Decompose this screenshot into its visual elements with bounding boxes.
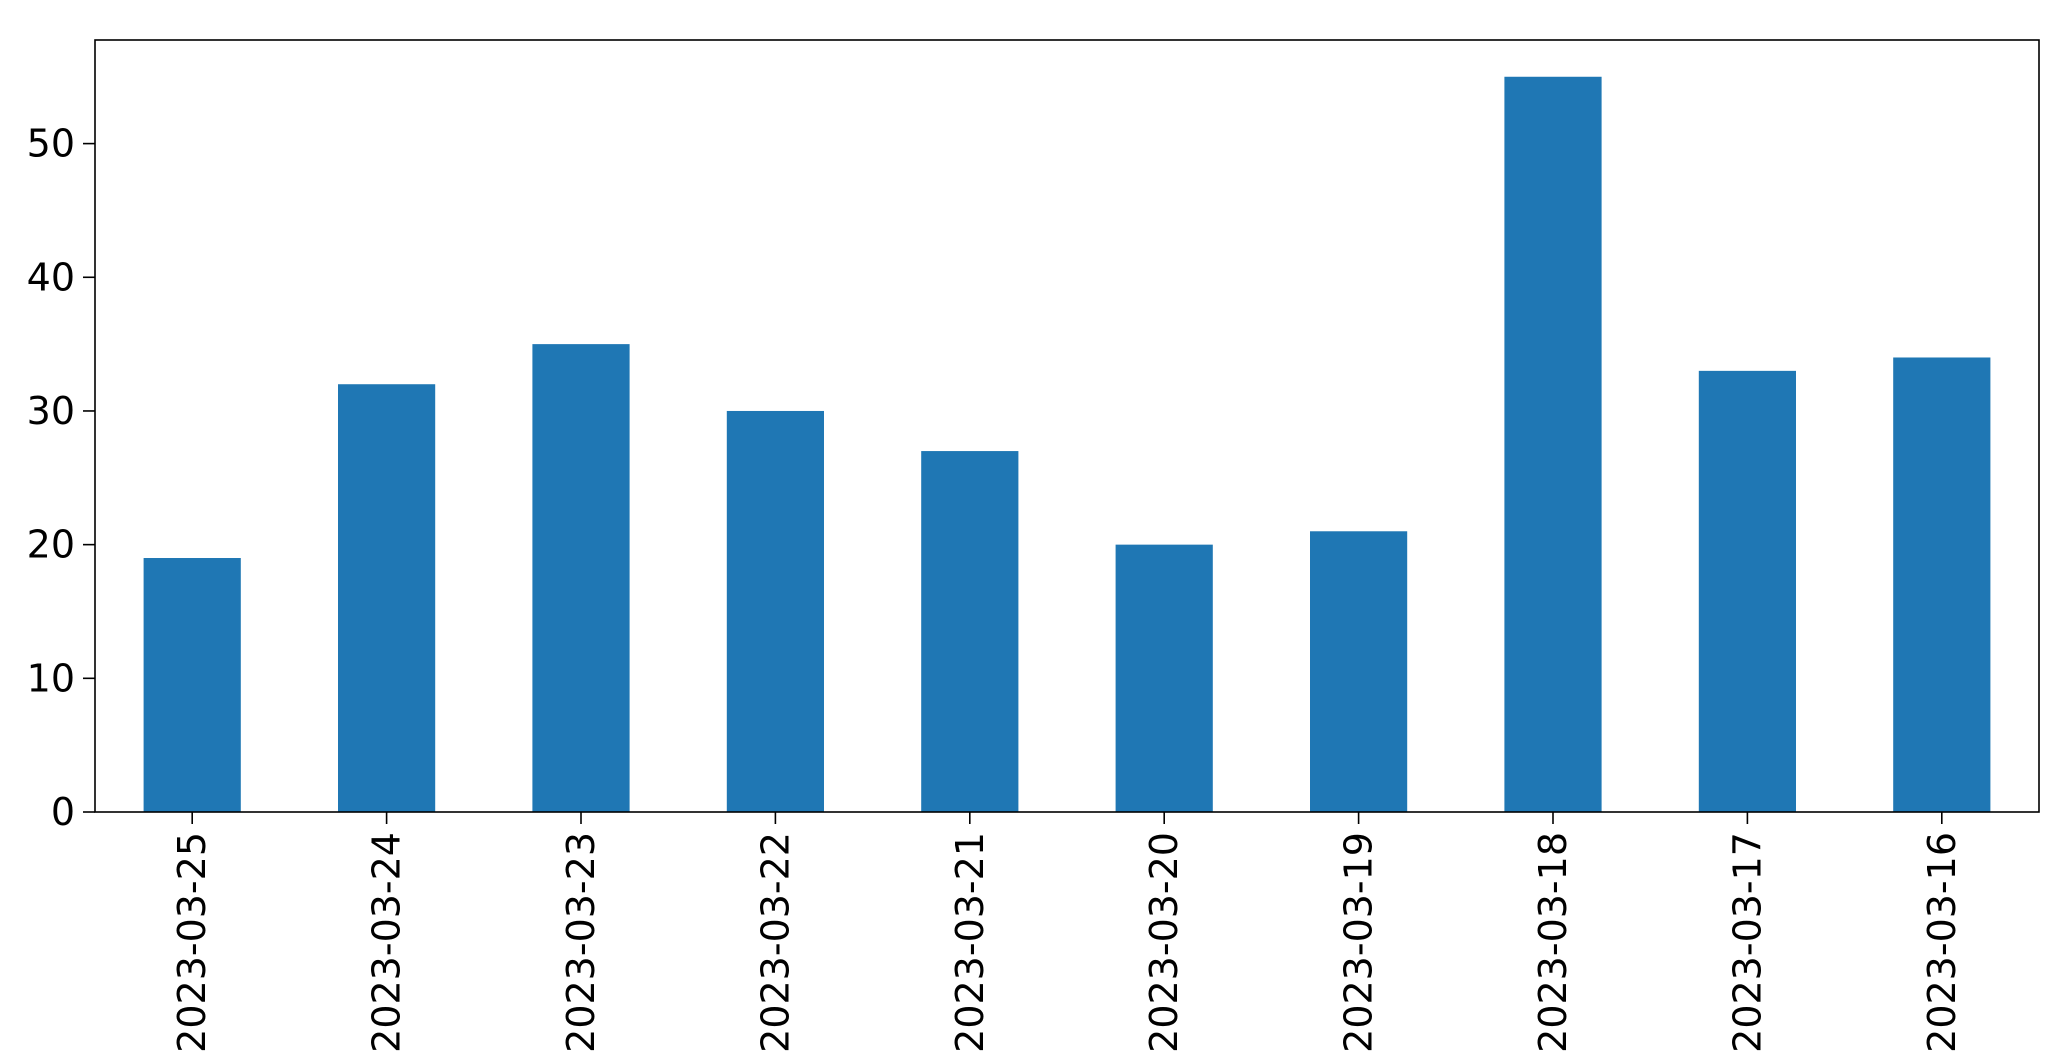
x-tick-label: 2023-03-17 bbox=[1725, 832, 1769, 1053]
x-tick-label: 2023-03-25 bbox=[170, 832, 214, 1053]
x-tick-label: 2023-03-24 bbox=[365, 832, 409, 1053]
bar-2023-03-21 bbox=[921, 451, 1019, 812]
bars bbox=[143, 76, 1991, 812]
x-tick-label: 2023-03-20 bbox=[1142, 832, 1186, 1053]
y-tick-label: 0 bbox=[51, 790, 75, 834]
bar-2023-03-25 bbox=[143, 558, 241, 812]
bar-2023-03-19 bbox=[1310, 531, 1408, 812]
bar-2023-03-16 bbox=[1893, 357, 1991, 812]
bar-2023-03-18 bbox=[1504, 76, 1602, 812]
x-tick-label: 2023-03-21 bbox=[948, 832, 992, 1053]
x-axis: 2023-03-25 2023-03-24 2023-03-23 2023-03-22… bbox=[170, 812, 1964, 1053]
bar-2023-03-23 bbox=[532, 344, 630, 812]
x-tick-label: 2023-03-23 bbox=[559, 832, 603, 1053]
y-tick-label: 40 bbox=[27, 255, 75, 299]
x-tick-label: 2023-03-18 bbox=[1531, 832, 1575, 1053]
plot-area-frame bbox=[94, 39, 2040, 813]
y-tick-label: 50 bbox=[27, 122, 75, 166]
y-axis: 0 10 20 30 40 50 bbox=[27, 122, 95, 834]
x-tick-label: 2023-03-19 bbox=[1337, 832, 1381, 1053]
y-tick-label: 20 bbox=[27, 523, 75, 567]
y-tick-label: 10 bbox=[27, 656, 75, 700]
x-tick-label: 2023-03-22 bbox=[753, 832, 797, 1053]
bar-2023-03-24 bbox=[338, 384, 436, 812]
x-tick-label: 2023-03-16 bbox=[1920, 832, 1964, 1053]
y-tick-label: 30 bbox=[27, 389, 75, 433]
bar-2023-03-17 bbox=[1698, 370, 1796, 812]
bar-2023-03-20 bbox=[1115, 544, 1213, 812]
bar-2023-03-22 bbox=[726, 410, 824, 812]
